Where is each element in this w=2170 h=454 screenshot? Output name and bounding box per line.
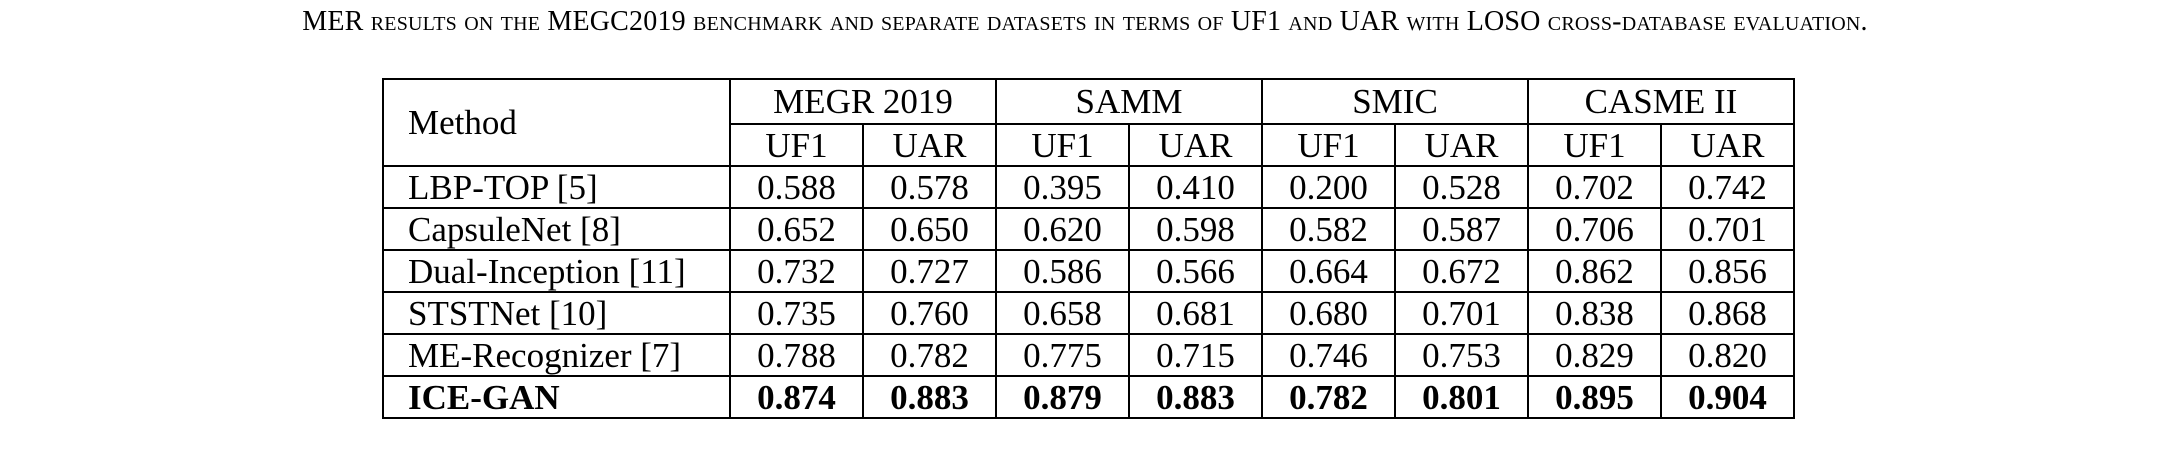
caption-text-5: cross-database evaluation.: [1540, 6, 1868, 37]
metric-value: 0.904: [1660, 375, 1795, 419]
metric-header-row: UF1 UAR UF1 UAR UF1 UAR UF1 UAR: [383, 123, 1795, 167]
caption-text-3: and: [1281, 6, 1340, 37]
group-header-row: Method MEGR 2019 SAMM SMIC CASME II: [382, 78, 1795, 167]
caption-text-1: results on the: [370, 6, 548, 37]
metric-value: 0.566: [1128, 249, 1263, 293]
table-row: LBP-TOP [5] 0.588 0.578 0.395 0.410 0.20…: [382, 165, 1795, 209]
metric-value: 0.528: [1394, 165, 1529, 209]
metric-value: 0.874: [729, 375, 864, 419]
metric-value: 0.883: [862, 375, 997, 419]
metric-value: 0.856: [1660, 249, 1795, 293]
group-header-megr2019: MEGR 2019: [729, 78, 997, 125]
group-header-samm: SAMM: [995, 78, 1263, 125]
metric-value: 0.586: [995, 249, 1130, 293]
metric-value: 0.200: [1261, 165, 1396, 209]
caption-metric-uf1: UF1: [1230, 6, 1282, 37]
metric-value: 0.715: [1128, 333, 1263, 377]
metric-value: 0.775: [995, 333, 1130, 377]
method-name: STSTNet [10]: [382, 291, 731, 335]
metric-value: 0.782: [1261, 375, 1396, 419]
metric-value: 0.862: [1527, 249, 1662, 293]
metric-value: 0.868: [1660, 291, 1795, 335]
metric-header: UF1: [1261, 123, 1396, 167]
metric-value: 0.732: [729, 249, 864, 293]
method-name: ICE-GAN: [382, 375, 731, 419]
metric-value: 0.578: [862, 165, 997, 209]
method-name: ME-Recognizer [7]: [382, 333, 731, 377]
group-header-casme2: CASME II: [1527, 78, 1795, 125]
metric-value: 0.588: [729, 165, 864, 209]
metric-value: 0.652: [729, 207, 864, 251]
metric-value: 0.838: [1527, 291, 1662, 335]
metric-value: 0.410: [1128, 165, 1263, 209]
metric-value: 0.829: [1527, 333, 1662, 377]
metric-header: UAR: [1128, 123, 1263, 167]
caption-protocol: LOSO: [1466, 6, 1541, 37]
metric-value: 0.879: [995, 375, 1130, 419]
metric-value: 0.582: [1261, 207, 1396, 251]
caption-metric-uar: UAR: [1339, 6, 1400, 37]
metric-header: UAR: [1660, 123, 1795, 167]
metric-value: 0.782: [862, 333, 997, 377]
caption-text-4: with: [1399, 6, 1467, 37]
metric-header: UAR: [1394, 123, 1529, 167]
method-name: CapsuleNet [8]: [382, 207, 731, 251]
metric-value: 0.883: [1128, 375, 1263, 419]
metric-value: 0.742: [1660, 165, 1795, 209]
metric-value: 0.620: [995, 207, 1130, 251]
metric-header: UF1: [729, 123, 864, 167]
method-name: LBP-TOP [5]: [382, 165, 731, 209]
table-row: STSTNet [10] 0.735 0.760 0.658 0.681 0.6…: [382, 291, 1795, 335]
metric-value: 0.598: [1128, 207, 1263, 251]
metric-value: 0.727: [862, 249, 997, 293]
metric-header: UF1: [995, 123, 1130, 167]
caption-mer: MER: [302, 6, 371, 37]
metric-value: 0.801: [1394, 375, 1529, 419]
metric-value: 0.672: [1394, 249, 1529, 293]
metric-value: 0.895: [1527, 375, 1662, 419]
metric-value: 0.658: [995, 291, 1130, 335]
metric-value: 0.788: [729, 333, 864, 377]
metric-value: 0.701: [1394, 291, 1529, 335]
metric-value: 0.702: [1527, 165, 1662, 209]
group-header-smic: SMIC: [1261, 78, 1529, 125]
caption-benchmark: MEGC2019: [547, 6, 686, 37]
metric-value: 0.680: [1261, 291, 1396, 335]
metric-value: 0.706: [1527, 207, 1662, 251]
table-row-best: ICE-GAN 0.874 0.883 0.879 0.883 0.782 0.…: [382, 375, 1795, 419]
metric-header: UAR: [862, 123, 997, 167]
results-table: Method MEGR 2019 SAMM SMIC CASME II UF1 …: [382, 78, 1795, 419]
metric-value: 0.820: [1660, 333, 1795, 377]
table-row: ME-Recognizer [7] 0.788 0.782 0.775 0.71…: [382, 333, 1795, 377]
metric-header: UF1: [1527, 123, 1662, 167]
metric-value: 0.753: [1394, 333, 1529, 377]
table-row: Dual-Inception [11] 0.732 0.727 0.586 0.…: [382, 249, 1795, 293]
method-name: Dual-Inception [11]: [382, 249, 731, 293]
metric-value: 0.587: [1394, 207, 1529, 251]
metric-value: 0.701: [1660, 207, 1795, 251]
method-header: Method: [382, 78, 731, 167]
caption-text-2: benchmark and separate datasets in terms…: [685, 6, 1231, 37]
table-row: CapsuleNet [8] 0.652 0.650 0.620 0.598 0…: [382, 207, 1795, 251]
metric-value: 0.760: [862, 291, 997, 335]
metric-value: 0.650: [862, 207, 997, 251]
metric-value: 0.395: [995, 165, 1130, 209]
table-caption: MER results on the MEGC2019 benchmark an…: [0, 6, 2170, 38]
metric-value: 0.681: [1128, 291, 1263, 335]
metric-value: 0.735: [729, 291, 864, 335]
metric-value: 0.746: [1261, 333, 1396, 377]
metric-value: 0.664: [1261, 249, 1396, 293]
